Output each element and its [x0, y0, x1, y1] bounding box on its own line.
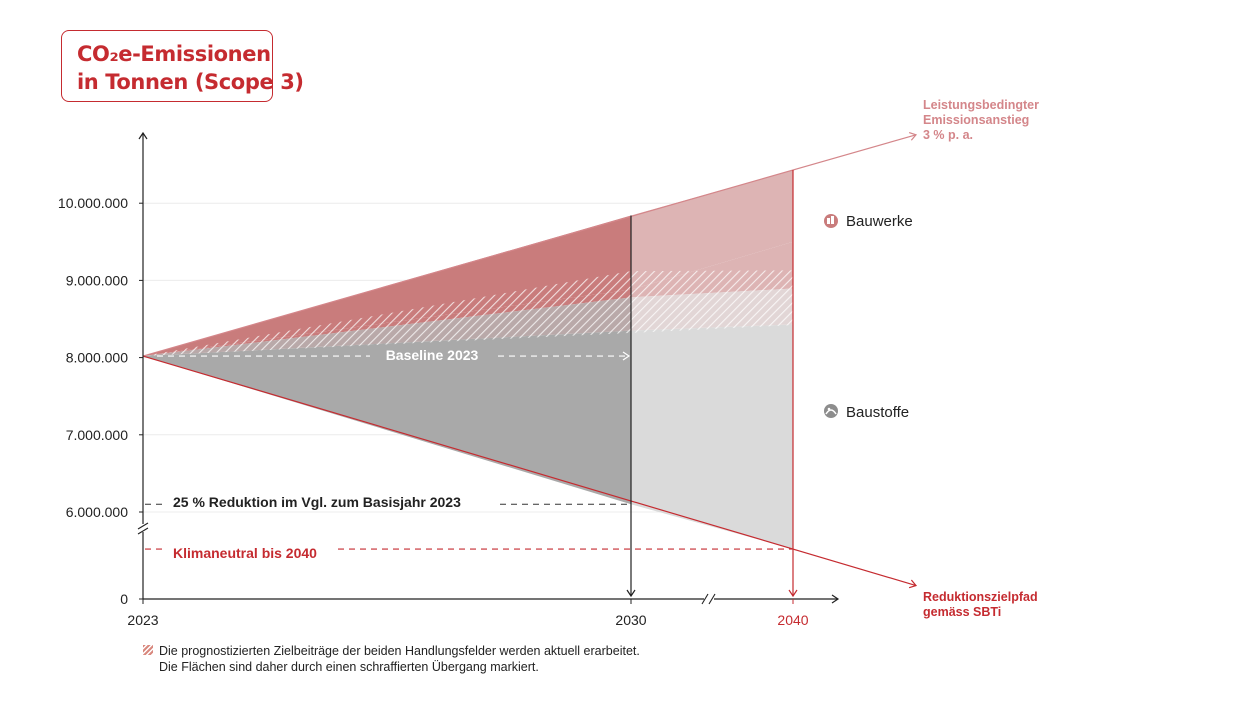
y-tick-label-1: 6.000.000: [66, 504, 128, 520]
baseline-label: Baseline 2023: [386, 347, 479, 363]
growth-line: [142, 132, 918, 357]
footnote: Die prognostizierten Zielbeiträge der be…: [143, 643, 640, 675]
x-axis-break-gap: [704, 594, 714, 604]
growth-label-line-1: Leistungsbedingter: [923, 98, 1039, 112]
series-label-bauwerke: Bauwerke: [846, 213, 913, 230]
materials-icon: [824, 404, 838, 418]
y-tick-label-5: 10.000.000: [58, 195, 128, 211]
building-icon-tower-2: [831, 216, 834, 224]
chart-title-line-1: CO₂e-Emissionen: [77, 42, 271, 66]
y-axis-break-mark-2: [137, 527, 149, 535]
building-icon: [824, 214, 838, 228]
materials-icon-mound: [825, 409, 837, 415]
y-tick-label-4: 9.000.000: [66, 272, 128, 288]
chart-labels: Baseline 2023 25 % Reduktion im Vgl. zum …: [173, 98, 1039, 619]
baustoffe-area-2023-2030: [143, 330, 631, 505]
chart-title-box: CO₂e-Emissionen in Tonnen (Scope 3): [61, 30, 304, 102]
materials-icon-circle: [824, 404, 838, 418]
growth-label-line-3: 3 % p. a.: [923, 128, 973, 142]
x-tick-label-0: 2023: [127, 612, 158, 628]
axes: 0 6.000.000 7.000.000 8.000.000 9.000.000 10.…: [58, 131, 840, 628]
y-tick-label-0: 0: [120, 591, 128, 607]
footnote-line-1: Die prognostizierten Zielbeiträge der be…: [159, 644, 640, 658]
x-axis-break-mark-2: [708, 593, 716, 605]
y-axis-break-mark-1: [137, 522, 149, 530]
chart-lines: [142, 132, 918, 598]
climate-neutral-label: Klimaneutral bis 2040: [173, 545, 317, 561]
reduction-path-line: [142, 355, 918, 589]
x-tick-label-2: 2040: [777, 612, 808, 628]
x-axis-break-mark-1: [701, 593, 709, 605]
growth-label-line-2: Emissionsanstieg: [923, 113, 1029, 127]
building-icon-tower-1: [827, 218, 830, 224]
y-tick-label-3: 8.000.000: [66, 350, 128, 366]
y-axis-break-gap: [138, 524, 148, 532]
x-tick-label-1: 2030: [615, 612, 646, 628]
materials-icon-dot: [827, 407, 831, 411]
series-label-baustoffe: Baustoffe: [846, 404, 909, 421]
reduction-2030-label: 25 % Reduktion im Vgl. zum Basisjahr 202…: [173, 494, 461, 510]
chart-title-line-2: in Tonnen (Scope 3): [77, 70, 304, 94]
baustoffe-area-2030-2040: [631, 324, 793, 550]
footnote-line-2: Die Flächen sind daher durch einen schra…: [159, 660, 539, 674]
reduction-path-label-line-2: gemäss SBTi: [923, 605, 1001, 619]
bauwerke-area-2030-2040: [631, 170, 793, 290]
reduction-path-label-line-1: Reduktionszielpfad: [923, 590, 1038, 604]
y-tick-label-2: 7.000.000: [66, 427, 128, 443]
hatch-legend-swatch: [143, 645, 153, 655]
